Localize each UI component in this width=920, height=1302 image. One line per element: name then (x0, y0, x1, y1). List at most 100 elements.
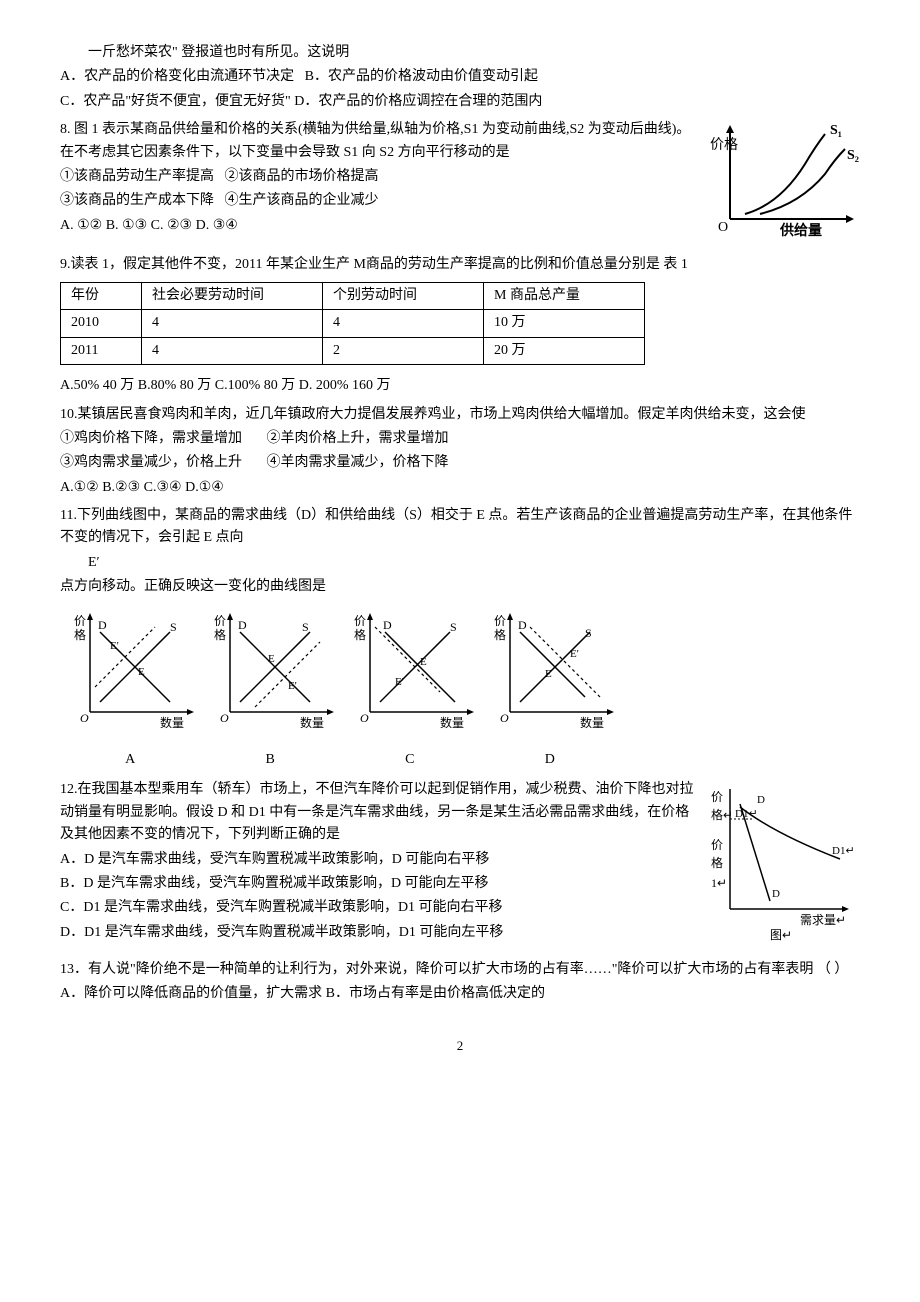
td: 4 (142, 337, 323, 364)
q13: 13．有人说"降价绝不是一种简单的让利行为，对外来说，降价可以扩大市场的占有率…… (60, 959, 860, 1006)
svg-text:格: 格 (494, 627, 506, 642)
q7-optC: C．农产品"好货不便宜，便宜无好货" (60, 94, 291, 109)
q10: 10.某镇居民喜食鸡肉和羊肉，近几年镇政府大力提倡发展养鸡业，市场上鸡肉供给大幅… (60, 404, 860, 500)
q8-c3: ③该商品的生产成本下降 (60, 193, 214, 208)
q8-c2: ②该商品的市场价格提高 (225, 169, 379, 184)
q10-c3: ③鸡肉需求量减少，价格上升 (60, 455, 242, 470)
td: 4 (142, 310, 323, 337)
svg-text:E: E (420, 656, 427, 668)
q13-optB: B．市场占有率是由价格高低决定的 (326, 986, 545, 1001)
svg-text:价: 价 (494, 614, 506, 628)
q8-ylabel: 价格 (710, 137, 738, 153)
page-number: 2 (60, 1036, 860, 1057)
svg-text:价: 价 (711, 790, 723, 804)
th-1: 社会必要劳动时间 (142, 282, 323, 309)
svg-text:格↵: 格↵ (711, 807, 733, 822)
td: 2010 (61, 310, 142, 337)
q13-stem: 13．有人说"降价绝不是一种简单的让利行为，对外来说，降价可以扩大市场的占有率…… (60, 959, 860, 981)
q10-c2: ②羊肉价格上升，需求量增加 (267, 431, 449, 446)
td: 20 万 (484, 337, 645, 364)
svg-text:O: O (500, 711, 509, 725)
svg-text:数量: 数量 (580, 715, 604, 730)
table-header-row: 年份 社会必要劳动时间 个别劳动时间 M 商品总产量 (61, 282, 645, 309)
th-0: 年份 (61, 282, 142, 309)
q9-stem: 9.读表 1，假定其他件不变，2011 年某企业生产 M商品的劳动生产率提高的比… (60, 254, 860, 276)
svg-text:E: E (545, 668, 552, 680)
svg-text:价: 价 (214, 614, 226, 628)
svg-text:E': E' (288, 680, 297, 692)
q10-c4: ④羊肉需求量减少，价格下降 (267, 455, 449, 470)
svg-text:图↵: 图↵ (770, 928, 792, 942)
q7-optA: A．农产品的价格变化由流通环节决定 (60, 69, 294, 84)
svg-text:S: S (585, 626, 592, 640)
q7-options: A．农产品的价格变化由流通环节决定 B．农产品的价格波动由价值变动引起 (60, 66, 860, 88)
td: 4 (323, 310, 484, 337)
q12-chart: 价 格↵ 价 格 1↵ D1↵ D D1↵ D 需求量↵ 图↵ (705, 779, 860, 952)
q11-labA: A (125, 749, 135, 771)
q11: 11.下列曲线图中，某商品的需求曲线（D）和供给曲线（S）相交于 E 点。若生产… (60, 505, 860, 771)
svg-text:价: 价 (711, 838, 723, 852)
q8-c1: ①该商品劳动生产率提高 (60, 169, 214, 184)
q9-opts: A.50% 40 万 B.80% 80 万 C.100% 80 万 D. 200… (60, 375, 860, 397)
svg-text:E: E (268, 653, 275, 665)
svg-text:价: 价 (74, 614, 86, 628)
q11-stem2: E′ (60, 552, 860, 574)
th-3: M 商品总产量 (484, 282, 645, 309)
q13-opts: A．降价可以降低商品的价值量，扩大需求 B．市场占有率是由价格高低决定的 (60, 983, 860, 1005)
q11-stem1: 11.下列曲线图中，某商品的需求曲线（D）和供给曲线（S）相交于 E 点。若生产… (60, 505, 860, 550)
svg-text:O: O (360, 711, 369, 725)
svg-text:D: D (383, 618, 392, 632)
svg-text:D: D (238, 618, 247, 632)
svg-text:D: D (518, 618, 527, 632)
svg-text:S: S (302, 620, 309, 634)
svg-text:E': E' (570, 648, 579, 660)
svg-text:格: 格 (214, 627, 226, 642)
td: 2011 (61, 337, 142, 364)
q9-table: 年份 社会必要劳动时间 个别劳动时间 M 商品总产量 2010 4 4 10 万… (60, 282, 645, 365)
table-row: 2010 4 4 10 万 (61, 310, 645, 337)
q8-origin: O (718, 220, 728, 235)
svg-text:D1↵: D1↵ (832, 845, 855, 857)
svg-text:1↵: 1↵ (711, 876, 727, 890)
td: 2 (323, 337, 484, 364)
svg-text:格: 格 (74, 627, 86, 642)
q8-c4: ④生产该商品的企业减少 (225, 193, 379, 208)
q7-optD: D．农产品的价格应调控在合理的范围内 (294, 94, 542, 109)
q10-line1: ①鸡肉价格下降，需求量增加 ②羊肉价格上升，需求量增加 (60, 428, 860, 450)
svg-text:数量: 数量 (440, 715, 464, 730)
q9: 9.读表 1，假定其他件不变，2011 年某企业生产 M商品的劳动生产率提高的比… (60, 254, 860, 398)
q11-labB: B (266, 749, 275, 771)
q10-stem: 10.某镇居民喜食鸡肉和羊肉，近几年镇政府大力提倡发展养鸡业，市场上鸡肉供给大幅… (60, 404, 860, 426)
svg-text:E: E (138, 666, 145, 678)
svg-text:价: 价 (354, 614, 366, 628)
svg-text:D: D (772, 888, 780, 900)
svg-text:S: S (170, 620, 177, 634)
q10-c1: ①鸡肉价格下降，需求量增加 (60, 431, 242, 446)
svg-text:S: S (450, 620, 457, 634)
q7-optB: B．农产品的价格波动由价值变动引起 (305, 69, 538, 84)
q8-xlabel: 供给量 (779, 222, 822, 239)
q8-s2: S₂ (847, 148, 859, 163)
svg-text:E': E' (395, 676, 404, 688)
q7-options2: C．农产品"好货不便宜，便宜无好货" D．农产品的价格应调控在合理的范围内 (60, 91, 860, 113)
q8-chart: 价格 S₁ S₂ O 供给量 (710, 119, 860, 247)
svg-text:需求量↵: 需求量↵ (800, 913, 846, 927)
svg-text:数量: 数量 (300, 715, 324, 730)
svg-text:格: 格 (354, 627, 366, 642)
svg-text:D: D (757, 794, 765, 806)
q12: 价 格↵ 价 格 1↵ D1↵ D D1↵ D 需求量↵ 图↵ 12.在我国基本… (60, 779, 860, 944)
q8: 价格 S₁ S₂ O 供给量 8. 图 1 表示某商品供给量和价格的关系(横轴为… (60, 119, 860, 237)
q11-stem3: 点方向移动。正确反映这一变化的曲线图是 (60, 576, 860, 598)
q11-labels: A B C D (60, 749, 620, 771)
q10-line2: ③鸡肉需求量减少，价格上升 ④羊肉需求量减少，价格下降 (60, 452, 860, 474)
svg-text:格: 格 (711, 855, 723, 870)
svg-text:D1↵: D1↵ (735, 808, 758, 820)
q8-s1: S₁ (830, 123, 842, 138)
q11-labC: C (405, 749, 414, 771)
q7-fragment: 一斤愁坏菜农" 登报道也时有所见。这说明 (60, 42, 860, 64)
q10-opts: A.①② B.②③ C.③④ D.①④ (60, 477, 860, 499)
svg-text:数量: 数量 (160, 715, 184, 730)
q11-charts: 价格 数量 O D S E' E 价格 数量 O (60, 607, 860, 772)
q13-optA: A．降价可以降低商品的价值量，扩大需求 (60, 986, 322, 1001)
svg-text:O: O (220, 711, 229, 725)
